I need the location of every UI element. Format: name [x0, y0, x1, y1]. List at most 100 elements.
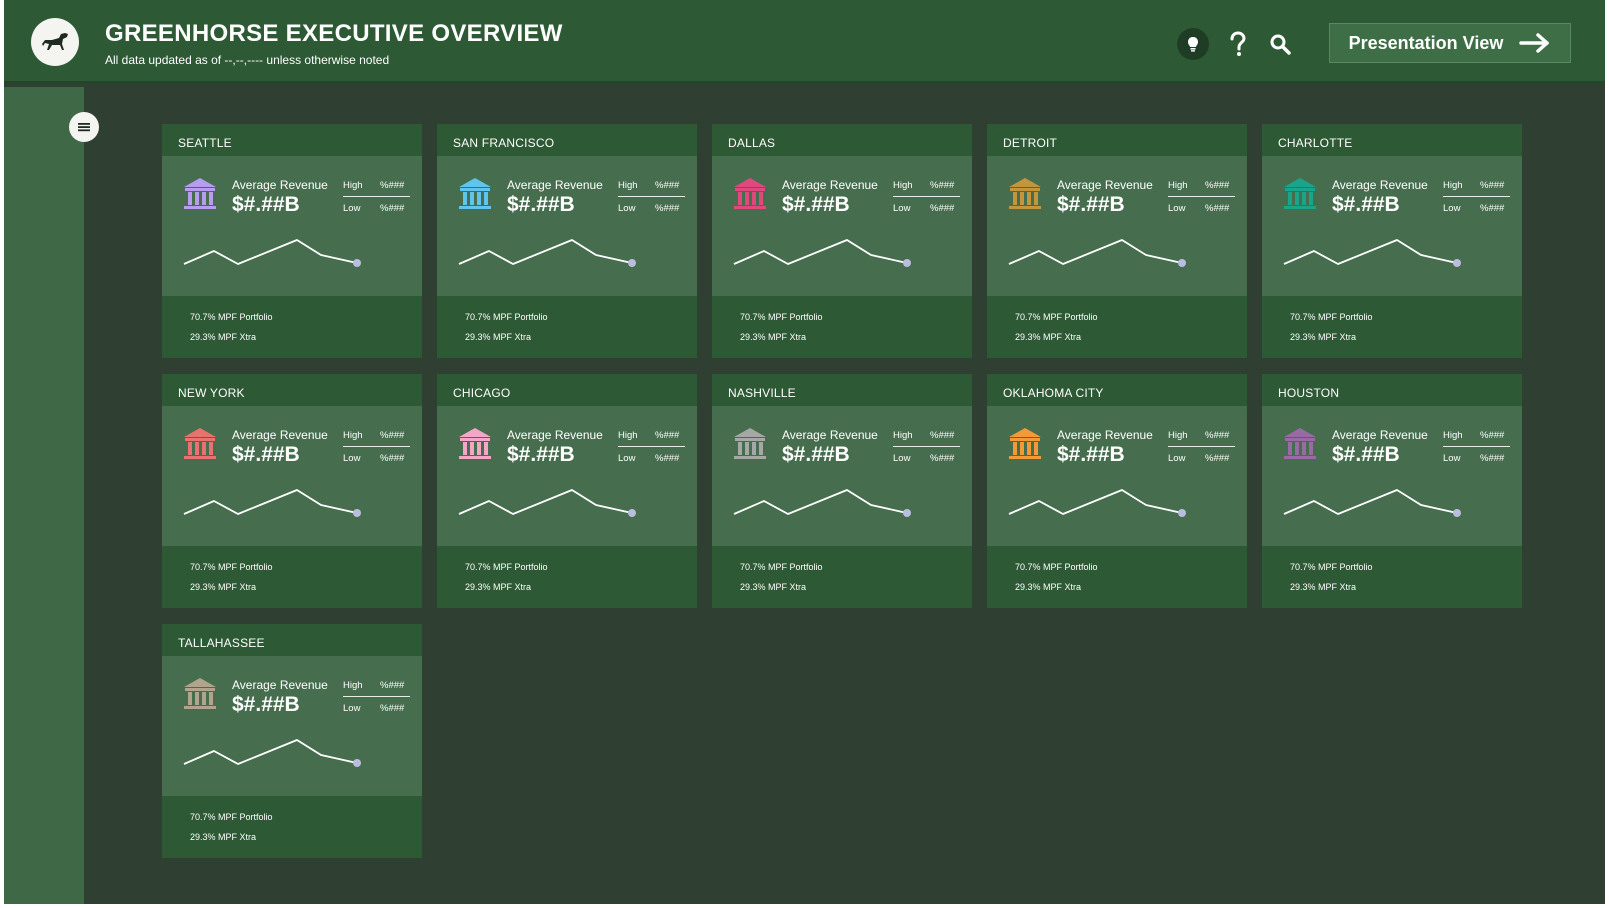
city-card[interactable]: SAN FRANCISCO Average Revenue $#.##B Hig…: [437, 124, 697, 358]
city-card[interactable]: TALLAHASSEE Average Revenue $#.##B High …: [162, 624, 422, 858]
city-name: NEW YORK: [178, 386, 245, 400]
divider: [1168, 196, 1235, 197]
xtra-share: 29.3% MPF Xtra: [1015, 582, 1082, 592]
city-card[interactable]: HOUSTON Average Revenue $#.##B High %###…: [1262, 374, 1522, 608]
city-card[interactable]: OKLAHOMA CITY Average Revenue $#.##B Hig…: [987, 374, 1247, 608]
sparkline: [1283, 489, 1461, 517]
divider: [1443, 446, 1510, 447]
portfolio-share: 70.7% MPF Portfolio: [190, 312, 273, 322]
high-label: High: [343, 180, 363, 191]
low-label: Low: [618, 203, 636, 214]
presentation-view-button[interactable]: Presentation View: [1329, 23, 1571, 63]
high-label: High: [343, 680, 363, 691]
sparkline-end-dot: [628, 509, 636, 517]
low-value: %###: [655, 203, 680, 214]
divider: [1443, 196, 1510, 197]
card-body: Average Revenue $#.##B High %### Low %##…: [987, 156, 1247, 296]
high-value: %###: [1480, 180, 1505, 191]
high-value: %###: [380, 430, 405, 441]
sparkline-end-dot: [628, 259, 636, 267]
high-value: %###: [655, 180, 680, 191]
city-card[interactable]: SEATTLE Average Revenue $#.##B High %###…: [162, 124, 422, 358]
card-footer: 70.7% MPF Portfolio 29.3% MPF Xtra: [987, 296, 1247, 358]
card-footer: 70.7% MPF Portfolio 29.3% MPF Xtra: [712, 296, 972, 358]
bank-icon: [459, 178, 491, 209]
city-card[interactable]: CHARLOTTE Average Revenue $#.##B High %#…: [1262, 124, 1522, 358]
sparkline: [733, 239, 911, 267]
card-body: Average Revenue $#.##B High %### Low %##…: [162, 156, 422, 296]
city-card[interactable]: NASHVILLE Average Revenue $#.##B High %#…: [712, 374, 972, 608]
card-body: Average Revenue $#.##B High %### Low %##…: [1262, 156, 1522, 296]
xtra-share: 29.3% MPF Xtra: [465, 332, 532, 342]
city-name: HOUSTON: [1278, 386, 1340, 400]
city-card[interactable]: DALLAS Average Revenue $#.##B High %### …: [712, 124, 972, 358]
city-name: CHARLOTTE: [1278, 136, 1353, 150]
low-value: %###: [1205, 203, 1230, 214]
metric-label: Average Revenue: [782, 178, 878, 192]
sparkline-end-dot: [1178, 509, 1186, 517]
high-value: %###: [380, 680, 405, 691]
low-value: %###: [380, 453, 405, 464]
card-body: Average Revenue $#.##B High %### Low %##…: [162, 406, 422, 546]
metric-value: $#.##B: [232, 193, 300, 216]
divider: [1168, 446, 1235, 447]
metric-label: Average Revenue: [782, 428, 878, 442]
card-body: Average Revenue $#.##B High %### Low %##…: [437, 406, 697, 546]
question-icon[interactable]: [1222, 28, 1254, 60]
search-icon[interactable]: [1264, 28, 1296, 60]
city-name: SAN FRANCISCO: [453, 136, 555, 150]
presentation-view-label: Presentation View: [1348, 32, 1504, 53]
data-updated-note: All data updated as of --,--,---- unless…: [105, 53, 390, 67]
portfolio-share: 70.7% MPF Portfolio: [1015, 562, 1098, 572]
city-card[interactable]: DETROIT Average Revenue $#.##B High %###…: [987, 124, 1247, 358]
city-name: SEATTLE: [178, 136, 232, 150]
city-name: TALLAHASSEE: [178, 636, 265, 650]
sidebar: [4, 87, 84, 904]
high-value: %###: [930, 430, 955, 441]
bank-icon: [184, 178, 216, 209]
metric-value: $#.##B: [232, 693, 300, 716]
bank-icon: [734, 178, 766, 209]
lightbulb-icon[interactable]: [1177, 28, 1209, 60]
bank-icon: [184, 428, 216, 459]
divider: [618, 446, 685, 447]
horse-icon[interactable]: [31, 18, 79, 66]
portfolio-share: 70.7% MPF Portfolio: [1015, 312, 1098, 322]
card-body: Average Revenue $#.##B High %### Low %##…: [712, 156, 972, 296]
xtra-share: 29.3% MPF Xtra: [465, 582, 532, 592]
portfolio-share: 70.7% MPF Portfolio: [190, 562, 273, 572]
divider: [343, 196, 410, 197]
low-value: %###: [1480, 203, 1505, 214]
bank-icon: [1284, 178, 1316, 209]
metric-label: Average Revenue: [232, 178, 328, 192]
card-footer: 70.7% MPF Portfolio 29.3% MPF Xtra: [162, 546, 422, 608]
low-label: Low: [1443, 203, 1461, 214]
page-title: GREENHORSE EXECUTIVE OVERVIEW: [105, 20, 563, 47]
bank-icon: [1009, 428, 1041, 459]
city-name: DALLAS: [728, 136, 776, 150]
sparkline-end-dot: [353, 259, 361, 267]
card-footer: 70.7% MPF Portfolio 29.3% MPF Xtra: [1262, 546, 1522, 608]
city-card[interactable]: CHICAGO Average Revenue $#.##B High %###…: [437, 374, 697, 608]
high-label: High: [1443, 180, 1463, 191]
high-label: High: [893, 180, 913, 191]
low-value: %###: [930, 203, 955, 214]
metric-value: $#.##B: [507, 443, 575, 466]
low-value: %###: [1205, 453, 1230, 464]
hamburger-icon[interactable]: [69, 112, 99, 142]
bank-icon: [184, 678, 216, 709]
sparkline: [183, 489, 361, 517]
sparkline: [183, 739, 361, 767]
low-label: Low: [1168, 453, 1186, 464]
metric-label: Average Revenue: [232, 428, 328, 442]
high-value: %###: [930, 180, 955, 191]
xtra-share: 29.3% MPF Xtra: [190, 832, 257, 842]
low-value: %###: [655, 453, 680, 464]
city-name: OKLAHOMA CITY: [1003, 386, 1104, 400]
card-body: Average Revenue $#.##B High %### Low %##…: [1262, 406, 1522, 546]
city-card[interactable]: NEW YORK Average Revenue $#.##B High %##…: [162, 374, 422, 608]
city-name: CHICAGO: [453, 386, 511, 400]
bank-icon: [734, 428, 766, 459]
sparkline: [183, 239, 361, 267]
high-value: %###: [1480, 430, 1505, 441]
